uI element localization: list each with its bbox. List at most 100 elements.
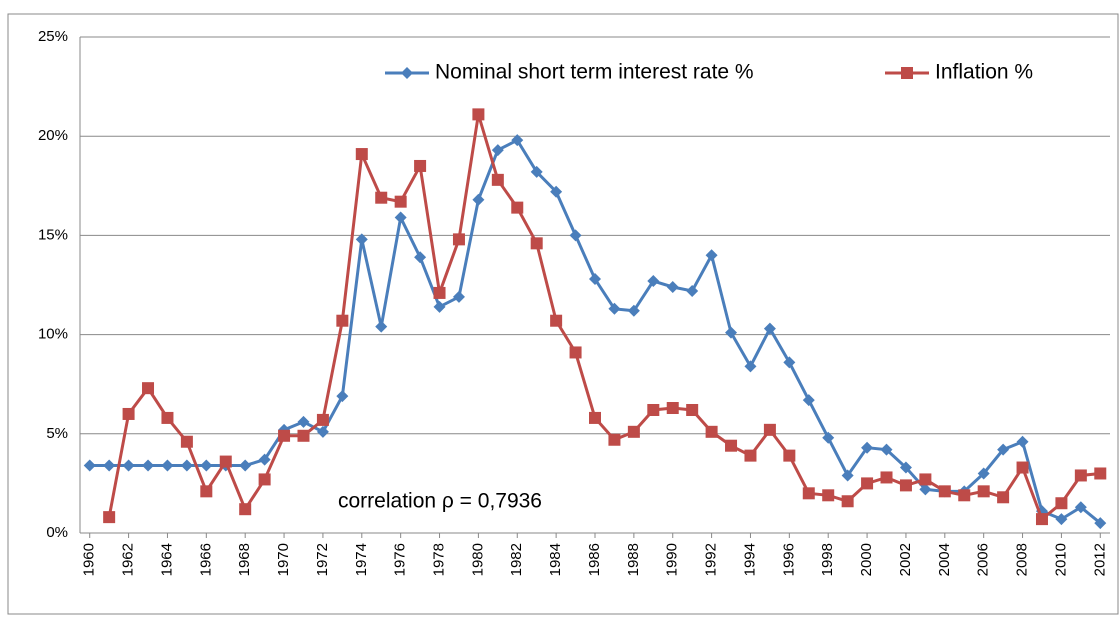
x-tick-label: 1966 [197,543,214,576]
marker [1055,497,1068,510]
marker [666,402,679,415]
marker [763,322,776,335]
x-tick-label: 1996 [780,543,797,576]
marker [180,459,193,472]
y-tick-label: 0% [46,524,68,541]
marker [316,413,329,426]
marker [880,471,893,484]
x-tick-label: 2008 [1014,543,1031,576]
marker [200,485,213,498]
x-tick-label: 1964 [158,543,175,576]
marker [142,459,155,472]
marker [1094,517,1107,530]
marker [161,459,174,472]
marker [1055,513,1068,526]
marker [394,211,407,224]
marker [744,360,757,373]
y-tick-label: 25% [38,28,68,45]
marker [414,251,427,264]
marker [258,473,271,486]
marker [686,284,699,297]
marker [919,473,932,486]
marker [414,159,427,172]
x-tick-label: 1976 [392,543,409,576]
marker [899,461,912,474]
marker [355,233,368,246]
marker [375,320,388,333]
x-tick-label: 1970 [275,543,292,576]
marker [977,485,990,498]
x-tick-label: 2006 [975,543,992,576]
marker [938,485,951,498]
x-tick-label: 1980 [469,543,486,576]
marker [200,459,213,472]
x-tick-label: 1984 [547,543,564,576]
marker [103,511,116,524]
marker [401,67,413,79]
marker [472,108,485,121]
marker [861,441,874,454]
x-tick-label: 1972 [314,543,331,576]
marker [686,403,699,416]
marker [822,431,835,444]
marker [647,403,660,416]
marker [627,425,640,438]
marker [589,273,601,286]
marker [316,425,329,438]
marker [511,201,524,214]
marker [550,314,563,327]
y-tick-label: 15% [38,226,68,243]
marker [725,439,738,452]
marker [1094,467,1107,480]
marker [861,477,874,490]
marker [355,148,368,161]
marker [880,443,893,456]
marker [744,449,757,462]
x-tick-label: 1990 [664,543,681,576]
x-tick-label: 2012 [1091,543,1108,576]
x-tick-label: 1992 [703,543,720,576]
marker [161,411,174,424]
marker [433,300,446,313]
marker [278,429,291,442]
marker [841,469,854,482]
marker [627,304,640,317]
x-tick-label: 1994 [741,543,758,576]
x-tick-label: 1962 [120,543,137,576]
marker [550,185,563,198]
marker [958,489,971,502]
marker [569,229,582,242]
annotation: correlation ρ = 0,7936 [338,490,542,513]
legend-label: Nominal short term interest rate % [435,61,754,84]
x-tick-label: 2002 [897,543,914,576]
marker [608,433,621,446]
legend-label: Inflation % [935,61,1033,84]
marker [122,407,135,420]
marker [122,459,135,472]
marker [83,459,96,472]
marker [239,503,252,516]
marker [1035,513,1048,526]
y-tick-label: 5% [46,425,68,442]
marker [239,459,252,472]
marker [841,495,854,508]
marker [219,455,232,468]
marker [433,286,446,299]
y-tick-label: 20% [38,127,68,144]
marker [901,67,913,79]
marker [491,144,504,157]
marker [142,382,155,395]
marker [452,290,465,303]
marker [589,411,601,424]
chart-border [7,13,1119,615]
x-tick-label: 1988 [625,543,642,576]
x-tick-label: 1986 [586,543,603,576]
marker [394,195,407,208]
marker [297,429,310,442]
marker [1016,435,1029,448]
marker [569,346,582,359]
marker [472,193,485,206]
x-tick-label: 2004 [936,543,953,576]
marker [530,237,543,250]
series-line [107,113,1101,522]
